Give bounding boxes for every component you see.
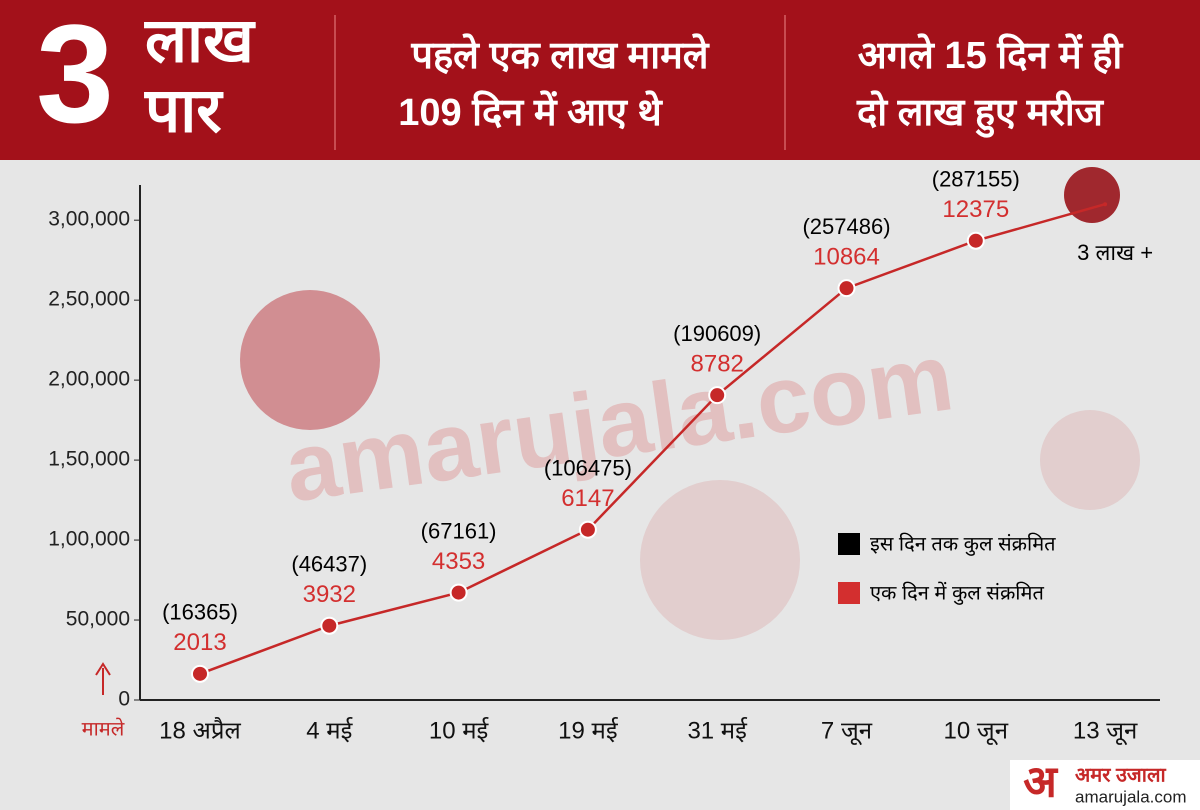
- header-word: लाख: [144, 6, 256, 75]
- daily-label: 3932: [303, 581, 356, 608]
- y-tick-label: 2,00,000: [48, 368, 130, 391]
- y-tick-label: 2,50,000: [48, 288, 130, 311]
- x-tick-label: 7 जून: [821, 717, 873, 745]
- value-label: (46437): [291, 552, 367, 577]
- header-word: पार: [144, 76, 224, 145]
- data-line: [199, 202, 1106, 675]
- x-tick-label: 13 जून: [1073, 717, 1138, 745]
- data-point: [191, 664, 209, 683]
- y-axis-label: मामले: [82, 717, 125, 740]
- daily-label: 4353: [432, 548, 485, 575]
- daily-label: 10864: [813, 244, 880, 271]
- header-note: 109 दिन में आए थे: [398, 90, 663, 134]
- y-tick-label: 3,00,000: [48, 208, 130, 231]
- value-label: (190609): [673, 321, 761, 346]
- daily-label: 12375: [942, 196, 1009, 223]
- value-label: (287155): [932, 167, 1020, 192]
- value-label: (67161): [421, 518, 497, 543]
- header-band: [0, 0, 1200, 160]
- legend-swatch: [838, 582, 860, 604]
- x-tick-label: 31 मई: [687, 716, 748, 744]
- value-label: (257486): [802, 214, 890, 239]
- header-big: 3: [36, 0, 114, 152]
- x-tick-label: 10 जून: [944, 717, 1009, 745]
- virus-decor: [640, 480, 800, 640]
- x-tick-label: 4 मई: [306, 716, 353, 744]
- data-point: [320, 616, 339, 635]
- header-note: अगले 15 दिन में ही: [858, 33, 1124, 77]
- virus-decor: [1040, 410, 1140, 510]
- data-point: [966, 231, 985, 250]
- daily-label: 8782: [691, 350, 744, 377]
- y-tick-label: 50,000: [66, 608, 130, 631]
- daily-label: 6147: [561, 485, 614, 512]
- x-tick-label: 18 अप्रैल: [159, 716, 241, 744]
- value-label: (16365): [162, 600, 238, 625]
- y-arrow: [95, 662, 111, 676]
- legend-swatch: [838, 533, 860, 555]
- header-note: पहले एक लाख मामले: [410, 33, 709, 77]
- data-point: [837, 279, 856, 298]
- logo-name: अमर उजाला: [1075, 764, 1167, 786]
- x-tick-label: 19 मई: [558, 716, 619, 744]
- legend-label: एक दिन में कुल संक्रमित: [870, 581, 1044, 605]
- x-tick-label: 10 मई: [429, 716, 490, 744]
- data-point: [1103, 202, 1108, 207]
- y-tick-label: 1,00,000: [48, 528, 130, 551]
- logo-box: [1010, 760, 1200, 810]
- daily-label: 2013: [173, 629, 226, 656]
- data-point: [449, 583, 468, 602]
- virus-decor: [240, 290, 380, 430]
- value-label: 3 लाख +: [1077, 240, 1153, 265]
- header-note: दो लाख हुए मरीज: [856, 90, 1105, 138]
- logo-letter: अ: [1023, 758, 1058, 807]
- data-point: [578, 520, 597, 539]
- legend-label: इस दिन तक कुल संक्रमित: [870, 532, 1056, 556]
- y-tick-label: 0: [118, 688, 130, 711]
- value-label: (106475): [544, 456, 632, 481]
- y-tick-label: 1,50,000: [48, 448, 130, 471]
- logo-site: amarujala.com: [1075, 787, 1187, 806]
- data-point: [708, 386, 727, 405]
- virus-icon: [1064, 167, 1120, 223]
